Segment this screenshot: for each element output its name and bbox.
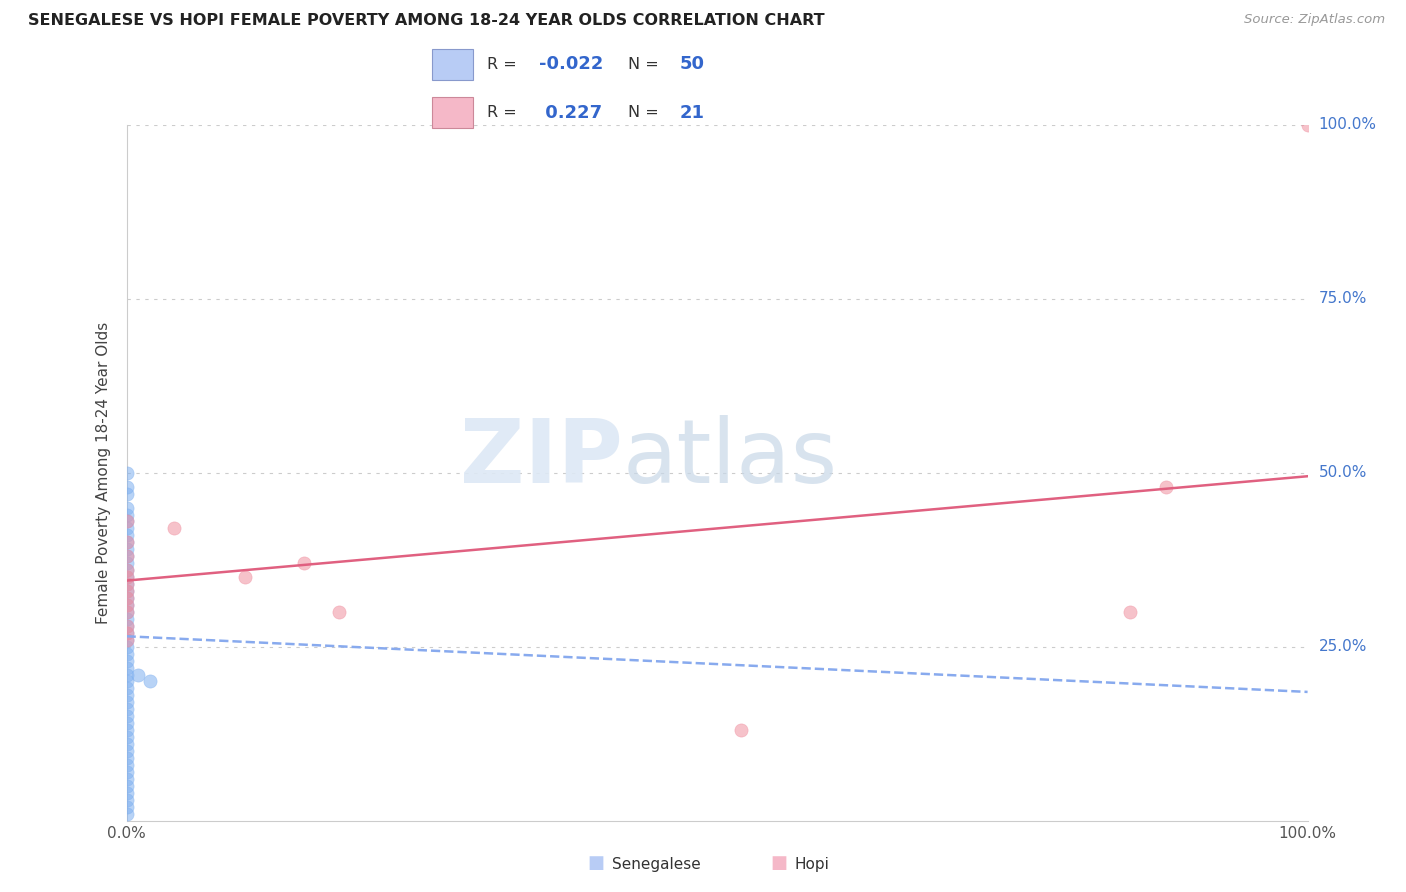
Point	[115, 521, 138, 535]
Text: Hopi: Hopi	[794, 857, 830, 872]
Point	[115, 563, 138, 577]
Point	[115, 605, 138, 619]
Point	[115, 577, 138, 591]
Point	[115, 591, 138, 605]
Text: 100.0%: 100.0%	[1319, 118, 1376, 132]
Point	[115, 480, 138, 494]
Point	[115, 619, 138, 633]
Text: ■: ■	[770, 855, 787, 872]
Point	[115, 612, 138, 626]
Point	[115, 647, 138, 661]
Point	[115, 625, 138, 640]
Point	[115, 486, 138, 500]
Point	[115, 598, 138, 612]
Point	[1296, 118, 1319, 132]
Point	[115, 619, 138, 633]
Point	[115, 695, 138, 709]
Point	[139, 674, 162, 689]
Point	[115, 674, 138, 689]
Point	[115, 689, 138, 703]
Text: 25.0%: 25.0%	[1319, 640, 1367, 654]
Point	[730, 723, 752, 738]
Point	[115, 563, 138, 577]
Point	[115, 556, 138, 570]
Text: R =: R =	[486, 57, 522, 72]
Text: ■: ■	[588, 855, 605, 872]
Point	[163, 521, 186, 535]
Point	[328, 605, 350, 619]
Point	[127, 667, 149, 681]
Point	[115, 542, 138, 557]
Point	[115, 528, 138, 542]
Point	[115, 681, 138, 696]
Text: atlas: atlas	[623, 416, 838, 502]
Point	[115, 779, 138, 793]
Point	[115, 584, 138, 599]
Point	[292, 556, 315, 570]
Point	[115, 570, 138, 584]
Text: Source: ZipAtlas.com: Source: ZipAtlas.com	[1244, 13, 1385, 27]
Text: Senegalese: Senegalese	[612, 857, 700, 872]
Point	[115, 549, 138, 564]
Point	[115, 806, 138, 821]
Point	[115, 730, 138, 744]
Text: -0.022: -0.022	[538, 55, 603, 73]
Point	[115, 632, 138, 647]
Point	[115, 535, 138, 549]
Point	[115, 786, 138, 800]
Point	[115, 667, 138, 681]
Point	[115, 577, 138, 591]
Point	[115, 640, 138, 654]
Point	[115, 744, 138, 758]
Text: 75.0%: 75.0%	[1319, 292, 1367, 306]
Text: N =: N =	[628, 105, 664, 120]
Point	[115, 632, 138, 647]
Point	[115, 709, 138, 723]
Point	[115, 570, 138, 584]
Y-axis label: Female Poverty Among 18-24 Year Olds: Female Poverty Among 18-24 Year Olds	[96, 322, 111, 624]
Point	[115, 500, 138, 515]
Point	[115, 716, 138, 731]
Text: ZIP: ZIP	[460, 416, 623, 502]
Point	[115, 584, 138, 599]
Point	[115, 758, 138, 772]
Point	[115, 466, 138, 480]
FancyBboxPatch shape	[432, 49, 474, 79]
Point	[115, 654, 138, 668]
Point	[233, 570, 256, 584]
Text: 0.227: 0.227	[538, 103, 602, 121]
Point	[115, 737, 138, 751]
Text: 21: 21	[681, 103, 704, 121]
Point	[115, 515, 138, 529]
Text: R =: R =	[486, 105, 522, 120]
Point	[115, 723, 138, 738]
Point	[115, 660, 138, 674]
Point	[115, 598, 138, 612]
Point	[115, 535, 138, 549]
Point	[115, 799, 138, 814]
Point	[115, 625, 138, 640]
Point	[115, 793, 138, 807]
Text: N =: N =	[628, 57, 664, 72]
Text: 50.0%: 50.0%	[1319, 466, 1367, 480]
Point	[1154, 480, 1177, 494]
Point	[115, 605, 138, 619]
Point	[115, 515, 138, 529]
Point	[115, 508, 138, 522]
FancyBboxPatch shape	[432, 97, 474, 128]
Text: 50: 50	[681, 55, 704, 73]
Point	[1119, 605, 1142, 619]
Point	[115, 772, 138, 786]
Point	[115, 764, 138, 779]
Point	[115, 702, 138, 716]
Point	[115, 549, 138, 564]
Point	[115, 751, 138, 765]
Point	[115, 591, 138, 605]
Text: SENEGALESE VS HOPI FEMALE POVERTY AMONG 18-24 YEAR OLDS CORRELATION CHART: SENEGALESE VS HOPI FEMALE POVERTY AMONG …	[28, 13, 825, 29]
